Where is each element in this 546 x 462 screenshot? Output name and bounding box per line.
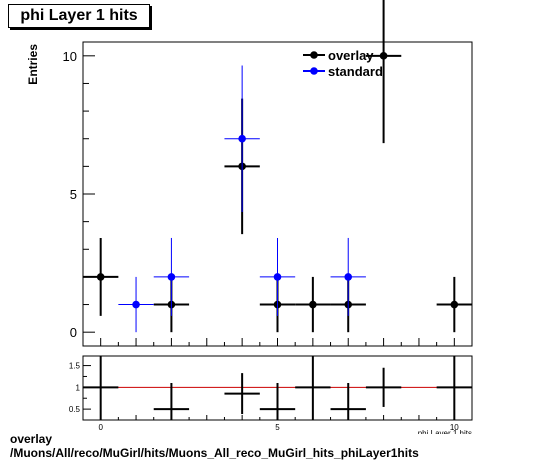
main-axes: 0 5 10 Entries (26, 44, 455, 346)
ratio-y-tick-label: 0.5 (69, 405, 81, 414)
data-point-overlay (379, 52, 388, 60)
main-plot-data (83, 0, 472, 333)
ratio-x-tick-label: 10 (450, 423, 459, 432)
data-point-standard (132, 300, 140, 309)
caption-overlay-label: overlay (10, 432, 53, 446)
data-point-overlay (96, 273, 105, 281)
ratio-plot-data (83, 356, 472, 420)
ratio-x-tick-label: 0 (98, 423, 103, 432)
data-point-standard (238, 134, 246, 143)
legend-label: overlay (328, 48, 374, 63)
y-tick-label: 5 (70, 187, 77, 202)
data-point-standard (167, 273, 176, 281)
ratio-x-tick-label: 5 (275, 423, 280, 432)
y-axis-label: Entries (26, 44, 40, 85)
y-tick-label: 10 (63, 49, 77, 64)
legend-marker (310, 51, 318, 59)
ratio-y-tick-label: 1 (76, 383, 81, 392)
y-tick-label: 0 (70, 325, 77, 340)
data-point-overlay (309, 300, 317, 309)
caption-histogram-path: /Muons/All/reco/MuGirl/hits/Muons_All_re… (10, 446, 419, 460)
data-point-standard (273, 273, 282, 281)
legend-label: standard (328, 64, 383, 79)
data-point-overlay (450, 300, 459, 309)
data-point-standard (344, 273, 353, 281)
x-axis-label: phi Layer 1 hits (418, 429, 472, 438)
plot-title: phi Layer 1 hits (8, 4, 150, 28)
ratio-y-tick-label: 1.5 (69, 362, 81, 371)
legend-marker (310, 67, 318, 75)
